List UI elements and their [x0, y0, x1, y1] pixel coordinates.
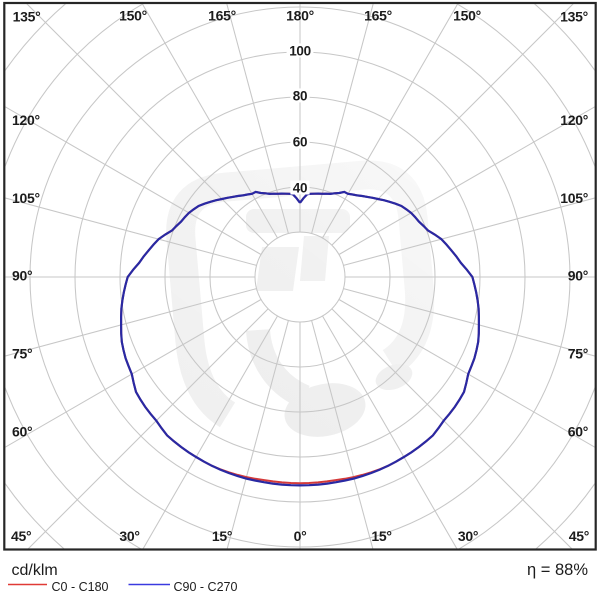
svg-text:100: 100 — [289, 43, 311, 58]
svg-text:80: 80 — [293, 88, 307, 103]
svg-text:30°: 30° — [458, 528, 478, 544]
svg-text:60: 60 — [293, 135, 307, 150]
svg-text:45°: 45° — [11, 528, 31, 544]
svg-text:120°: 120° — [560, 112, 588, 128]
svg-text:135°: 135° — [13, 9, 41, 25]
svg-text:75°: 75° — [568, 346, 588, 362]
svg-text:0°: 0° — [294, 528, 307, 544]
svg-text:40: 40 — [293, 180, 307, 195]
svg-text:75°: 75° — [12, 346, 32, 362]
svg-text:15°: 15° — [212, 528, 232, 544]
svg-text:60°: 60° — [568, 424, 588, 440]
svg-text:60°: 60° — [12, 424, 32, 440]
svg-text:105°: 105° — [560, 190, 588, 206]
svg-text:C90 - C270: C90 - C270 — [174, 580, 238, 594]
svg-text:180°: 180° — [286, 8, 314, 24]
svg-text:120°: 120° — [12, 112, 40, 128]
svg-text:165°: 165° — [364, 8, 392, 24]
svg-text:165°: 165° — [208, 8, 236, 24]
svg-text:45°: 45° — [569, 528, 589, 544]
svg-text:90°: 90° — [12, 268, 32, 284]
svg-text:135°: 135° — [560, 9, 588, 25]
svg-text:15°: 15° — [371, 528, 391, 544]
svg-text:cd/klm: cd/klm — [12, 562, 58, 579]
svg-text:150°: 150° — [119, 8, 147, 24]
svg-text:90°: 90° — [568, 268, 588, 284]
svg-text:105°: 105° — [12, 190, 40, 206]
svg-text:C0 - C180: C0 - C180 — [52, 580, 109, 594]
svg-text:30°: 30° — [119, 528, 139, 544]
svg-text:η = 88%: η = 88% — [527, 561, 588, 579]
svg-text:150°: 150° — [453, 8, 481, 24]
